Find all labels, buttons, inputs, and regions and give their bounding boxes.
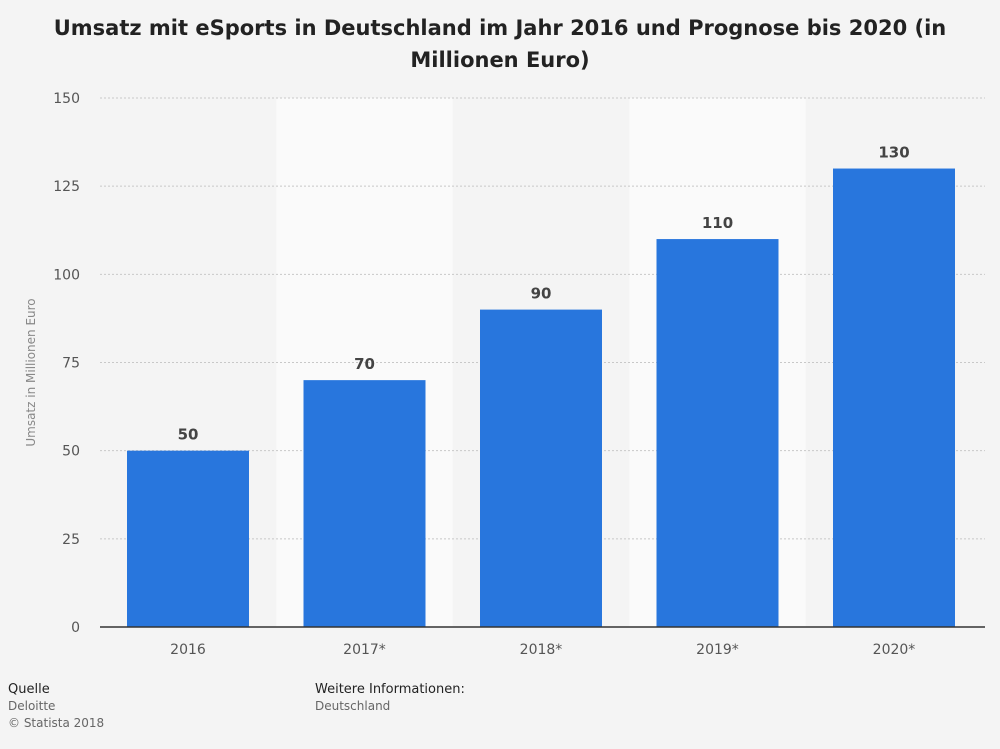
bar-2018[interactable] [480, 309, 602, 627]
copyright: © Statista 2018 [8, 716, 105, 730]
x-axis-ticks: 2016 2017* 2018* 2019* 2020* [170, 642, 915, 658]
x-tick-label: 2017* [343, 642, 386, 658]
y-axis-label: Umsatz in Millionen Euro [24, 298, 38, 446]
source-name[interactable]: Deloitte [8, 699, 56, 713]
y-tick-label: 125 [53, 179, 80, 195]
bars [127, 168, 955, 628]
data-label: 130 [878, 144, 909, 162]
y-tick-label: 50 [62, 444, 80, 460]
source-heading: Quelle [8, 682, 50, 697]
chart-title: Umsatz mit eSports in Deutschland im Jah… [53, 16, 947, 72]
x-tick-label: 2020* [873, 642, 916, 658]
data-labels: 50 70 90 110 130 [178, 144, 910, 444]
y-axis-ticks: 0 25 50 75 100 125 150 [53, 91, 80, 636]
bar-2020[interactable] [833, 168, 955, 628]
x-tick-label: 2019* [696, 642, 739, 658]
y-tick-label: 0 [71, 620, 80, 636]
x-tick-label: 2016 [170, 642, 206, 658]
data-label: 110 [702, 214, 733, 232]
y-tick-label: 75 [62, 356, 80, 372]
x-tick-label: 2018* [520, 642, 563, 658]
y-tick-label: 150 [53, 91, 80, 107]
info-value: Deutschland [315, 699, 391, 713]
bar-2016[interactable] [127, 450, 249, 627]
source-block: Quelle Deloitte © Statista 2018 [8, 681, 104, 732]
info-block: Weitere Informationen: Deutschland [315, 681, 465, 715]
y-tick-label: 100 [53, 267, 80, 283]
y-tick-label: 25 [62, 532, 80, 548]
data-label: 50 [178, 426, 199, 444]
bar-2017[interactable] [303, 380, 426, 627]
info-heading: Weitere Informationen: [315, 682, 465, 697]
data-label: 90 [531, 285, 552, 303]
data-label: 70 [354, 355, 375, 373]
bar-2019[interactable] [656, 239, 779, 628]
